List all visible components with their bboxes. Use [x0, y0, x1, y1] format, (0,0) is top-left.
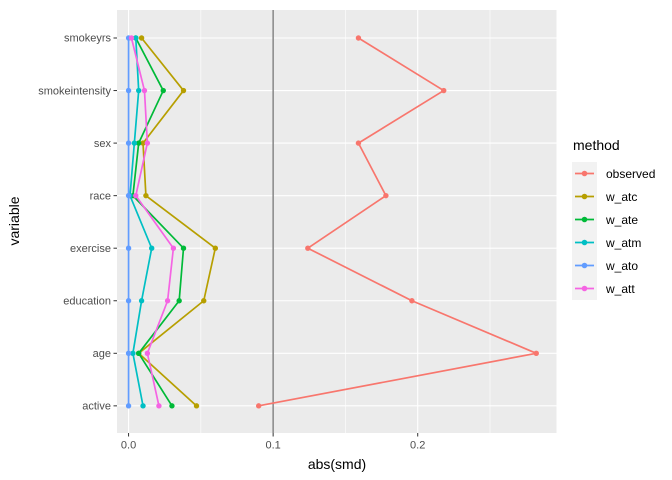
legend-item-w_ate: w_ate: [572, 208, 655, 231]
point-w_ato-race: [125, 192, 132, 199]
x-tick-label-0: 0.0: [121, 440, 136, 452]
point-w_att-sex: [144, 140, 151, 146]
point-observed-exercise: [305, 245, 311, 251]
point-w_ate-education: [176, 298, 182, 304]
legend-item-label: w_ato: [606, 258, 639, 273]
legend-item-label: w_atc: [606, 189, 638, 204]
y-tick-label-exercise: exercise: [70, 243, 111, 255]
legend: method observed w_atc w_ate w_atm w_ato w_att: [572, 137, 655, 300]
point-w_atc-active: [193, 403, 200, 409]
point-observed-education: [409, 298, 415, 304]
point-w_ato-smokeintensity: [125, 87, 132, 94]
point-w_atc-race: [143, 192, 149, 199]
y-tick-label-active: active: [82, 401, 111, 413]
point-observed-smokeyrs: [355, 35, 362, 41]
legend-key-symbol-w_ate: [572, 208, 597, 231]
point-w_atm-education: [138, 298, 145, 304]
legend-key-symbol-w_atm: [572, 231, 597, 254]
legend-key-symbol-observed: [572, 162, 597, 185]
point-w_att-age: [144, 350, 151, 356]
point-w_ate-exercise: [180, 245, 187, 251]
legend-item-label: w_att: [606, 281, 635, 296]
point-w_att-race: [133, 192, 139, 199]
y-tick-label-race: race: [90, 190, 111, 202]
series-line-w_atm: [129, 37, 153, 407]
point-w_att-exercise: [170, 245, 177, 251]
point-observed-smokeintensity: [441, 87, 447, 94]
point-observed-race: [383, 192, 389, 199]
point-w_ato-education: [125, 298, 132, 304]
series-line-w_atc: [137, 37, 217, 407]
point-w_ate-smokeintensity: [160, 87, 166, 94]
legend-item-w_atm: w_atm: [572, 231, 655, 254]
point-observed-active: [255, 403, 262, 409]
point-w_atc-smokeyrs: [138, 35, 145, 41]
point-w_ato-sex: [125, 140, 132, 146]
point-w_atm-active: [140, 403, 146, 409]
legend-items: observed w_atc w_ate w_atm w_ato w_att: [572, 162, 655, 300]
legend-title: method: [573, 137, 620, 153]
legend-item-w_atc: w_atc: [572, 185, 655, 208]
point-w_ate-age: [135, 350, 142, 356]
point-w_ate-sex: [135, 140, 142, 146]
point-w_att-smokeintensity: [141, 87, 148, 94]
point-w_att-active: [156, 403, 162, 409]
legend-key-symbol-w_ato: [572, 254, 597, 277]
legend-item-label: w_ate: [606, 212, 639, 227]
x-tick-label-0.1: 0.1: [265, 440, 280, 452]
series-line-w_att: [130, 37, 175, 407]
point-w_atc-smokeintensity: [180, 87, 187, 94]
series-line-w_ate: [132, 37, 185, 407]
legend-key-symbol-w_att: [572, 277, 597, 300]
point-w_att-smokeyrs: [128, 35, 135, 41]
legend-item-observed: observed: [572, 162, 655, 185]
legend-item-label: observed: [606, 166, 656, 181]
point-w_atm-sex: [131, 140, 138, 146]
legend-item-w_ato: w_ato: [572, 254, 655, 277]
point-w_ato-active: [125, 403, 132, 409]
panel-background: [117, 10, 557, 433]
x-tick-label-0.2: 0.2: [410, 440, 425, 452]
point-w_atc-exercise: [212, 245, 219, 251]
y-tick-label-sex: sex: [94, 138, 112, 150]
point-w_ate-active: [169, 403, 175, 409]
y-tick-label-smokeyrs: smokeyrs: [64, 33, 112, 45]
point-w_ato-age: [125, 350, 132, 356]
point-w_att-education: [164, 298, 171, 304]
y-tick-label-age: age: [93, 348, 111, 360]
legend-item-w_att: w_att: [572, 277, 655, 300]
y-axis-title: variable: [6, 196, 22, 246]
series-line-observed: [258, 37, 538, 407]
point-w_atm-age: [130, 350, 136, 356]
point-w_ato-exercise: [125, 245, 132, 251]
point-w_atc-sex: [140, 140, 146, 146]
point-w_atc-education: [201, 298, 207, 304]
legend-key-symbol-w_atc: [572, 185, 597, 208]
point-observed-sex: [355, 140, 362, 146]
y-tick-label-education: education: [63, 295, 111, 307]
legend-item-label: w_atm: [606, 235, 642, 250]
point-observed-age: [533, 350, 539, 356]
point-w_atm-smokeintensity: [135, 87, 142, 94]
point-w_atm-smokeyrs: [133, 35, 139, 41]
x-axis-title: abs(smd): [307, 456, 367, 472]
point-w_atm-exercise: [148, 245, 155, 251]
y-tick-label-smokeintensity: smokeintensity: [38, 85, 111, 97]
